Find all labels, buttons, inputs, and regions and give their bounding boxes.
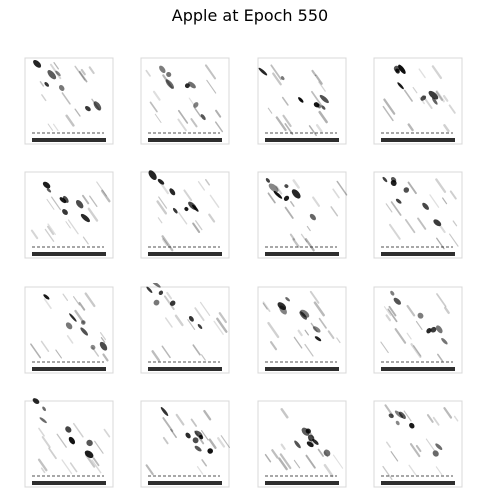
sample-image	[371, 168, 467, 264]
sample-image	[371, 283, 467, 379]
sample-image	[138, 283, 234, 379]
sample-image	[371, 397, 467, 493]
figure-title: Apple at Epoch 550	[171, 6, 329, 25]
sample-image	[138, 397, 234, 493]
sample-image	[255, 168, 351, 264]
sample-image	[255, 397, 351, 493]
sample-image	[138, 168, 234, 264]
sample-image	[22, 54, 118, 150]
sample-image	[22, 283, 118, 379]
sample-image	[138, 54, 234, 150]
sample-image	[371, 54, 467, 150]
sample-image	[255, 283, 351, 379]
sample-image	[22, 397, 118, 493]
sample-image	[22, 168, 118, 264]
sample-image	[255, 54, 351, 150]
